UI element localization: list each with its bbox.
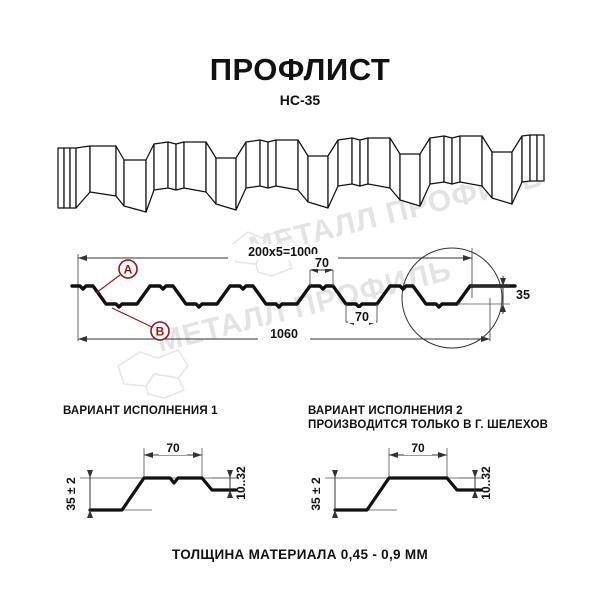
page-subtitle: НС-35 (279, 92, 321, 108)
variant-1-profile (88, 476, 238, 512)
variant-1-detail-drawing: 70 10..32 35 ± 2 (60, 428, 260, 523)
marker-b-label: B (156, 325, 165, 339)
material-thickness-note: ТОЛЩИНА МАТЕРИАЛА 0,45 - 0,9 ММ (171, 547, 428, 562)
variant-1-dimension-height: 35 ± 2 (64, 470, 93, 518)
marker-b: B (111, 307, 170, 341)
page-title: ПРОФЛИСТ (209, 52, 391, 87)
dimension-crest-width-label: 70 (315, 256, 329, 270)
variant-1-caption: ВАРИАНТ ИСПОЛНЕНИЯ 1 (63, 405, 218, 417)
variant-1-dimension-crest-width-label: 70 (166, 441, 180, 455)
variant-2-dimension-height-label: 35 ± 2 (309, 477, 323, 511)
dimension-trough-width: 70 (345, 304, 378, 325)
variant-2-caption-line-1: ВАРИАНТ ИСПОЛНЕНИЯ 2 (308, 405, 463, 417)
variant-1-dimension-height-label: 35 ± 2 (64, 477, 78, 511)
variant-2-dimension-crest-width-label: 70 (411, 441, 425, 455)
variant-2-dimension-flange-range-label: 10..32 (479, 466, 493, 500)
variant-2-dimension-height: 35 ± 2 (309, 470, 338, 518)
variant-1-dimension-flange-range-label: 10..32 (234, 466, 248, 500)
detail-circle-right-end (401, 247, 503, 349)
dimension-crest-width: 70 (308, 254, 336, 286)
variant-2-dimension-crest-width: 70 (389, 440, 447, 458)
dimension-bottom-span: 1060 (78, 326, 490, 342)
variant-2-detail-drawing: 70 10..32 35 ± 2 (305, 428, 505, 523)
variant-2-caption-line-2: ПРОИЗВОДИТСЯ ТОЛЬКО В Г. ШЕЛЕХОВ (308, 419, 549, 431)
dimension-trough-width-label: 70 (355, 310, 369, 324)
dimension-height-label: 35 (516, 288, 530, 302)
dimension-height: 35 (457, 276, 530, 314)
variant-1-dimension-crest-width: 70 (144, 440, 202, 458)
marker-a: A (95, 259, 138, 294)
marker-a-label: A (124, 263, 133, 277)
variant-1-dimension-flange-range: 10..32 (227, 466, 248, 500)
variant-2-dimension-flange-range: 10..32 (472, 466, 493, 500)
isometric-sheet-illustration (50, 126, 550, 218)
dimension-bottom-span-label: 1060 (270, 327, 298, 341)
profile-polyline (70, 284, 517, 309)
extension-lines (77, 248, 491, 341)
variant-2-profile (333, 476, 483, 512)
dimension-top-span-label: 200x5=1000 (248, 245, 318, 259)
main-cross-section-drawing: 200x5=1000 1060 (60, 236, 550, 366)
dimension-top-span: 200x5=1000 (78, 244, 472, 261)
